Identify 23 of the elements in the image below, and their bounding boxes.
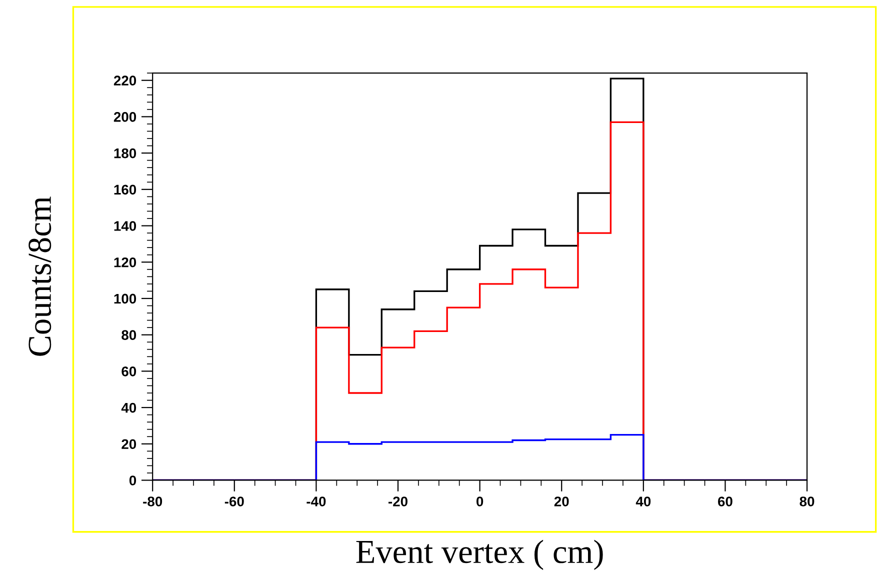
x-tick-label: 0 <box>476 496 484 506</box>
y-tick-label: 200 <box>114 112 136 122</box>
x-tick-label: -80 <box>143 496 162 506</box>
y-axis-title: Counts/8cm <box>28 196 52 356</box>
x-tick-label: -20 <box>388 496 408 506</box>
y-tick-label: 220 <box>114 76 136 86</box>
x-tick-label: -40 <box>306 496 326 506</box>
x-tick-label: 60 <box>718 496 732 506</box>
y-tick-label: 80 <box>122 330 136 340</box>
y-tick-label: 20 <box>122 439 136 450</box>
y-tick-label: 0 <box>129 476 136 486</box>
y-tick-label: 120 <box>114 257 136 268</box>
x-tick-label: 40 <box>636 496 651 506</box>
x-axis-title: Event vertex ( cm) <box>356 540 603 570</box>
x-tick-label: 20 <box>554 496 569 506</box>
x-tick-label: -60 <box>224 496 244 506</box>
x-tick-label: 80 <box>800 496 814 506</box>
y-tick-label: 180 <box>114 148 136 158</box>
y-tick-label: 40 <box>121 402 136 413</box>
y-tick-label: 140 <box>114 221 136 231</box>
y-tick-label: 100 <box>114 294 136 304</box>
y-tick-label: 160 <box>114 184 136 195</box>
y-tick-label: 60 <box>122 366 136 376</box>
